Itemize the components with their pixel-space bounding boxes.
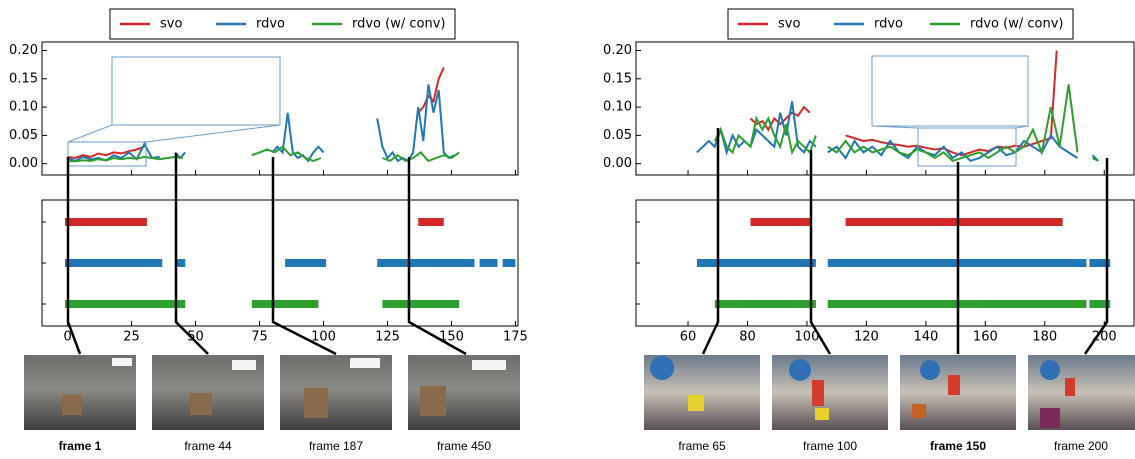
legend-label: svo: [160, 17, 182, 32]
frame-label: frame 100: [803, 439, 857, 453]
photos: [24, 355, 1135, 430]
timeline-bar: [382, 300, 459, 308]
y-tick-label: 0.10: [9, 100, 38, 115]
legend-label: rdvo: [874, 17, 903, 32]
y-tick-label: 0.15: [603, 71, 632, 86]
timeline-bar: [418, 218, 444, 226]
x-tick-label: 120: [854, 330, 879, 345]
figure: frame 1 frame 44 frame 187 frame 450 fra…: [0, 0, 1135, 459]
y-tick-label: 0.10: [603, 100, 632, 115]
timeline-bar: [65, 218, 147, 226]
x-tick-label: 175: [503, 330, 528, 345]
timeline-bar: [65, 300, 185, 308]
timeline-bar: [503, 259, 516, 267]
frame-label: frame 65: [678, 439, 726, 453]
series-line: [68, 84, 454, 160]
x-tick-label: 180: [1032, 330, 1057, 345]
timeline-bar: [846, 218, 1063, 226]
x-tick-label: 75: [251, 330, 268, 345]
x-tick-label: 80: [739, 330, 756, 345]
legend-label: rdvo: [256, 17, 285, 32]
y-tick-label: 0.05: [603, 128, 632, 143]
legend-label: rdvo (w/ conv): [352, 17, 445, 32]
y-tick-label: 0.00: [603, 156, 632, 171]
y-tick-label: 0.20: [603, 43, 632, 58]
timeline-bar: [377, 259, 474, 267]
legend-label: svo: [778, 17, 800, 32]
y-tick-label: 0.05: [9, 128, 38, 143]
timeline-bar: [65, 259, 162, 267]
plot-frame: [636, 42, 1134, 175]
timeline-bar: [252, 300, 319, 308]
frame-label: frame 450: [437, 439, 491, 453]
x-tick-label: 60: [680, 330, 697, 345]
photo: [24, 355, 136, 430]
series-line: [68, 68, 444, 159]
x-tick-label: 140: [913, 330, 938, 345]
y-tick-label: 0.20: [9, 43, 38, 58]
y-tick-label: 0.00: [9, 156, 38, 171]
timeline-bar: [715, 300, 816, 308]
frame-label: frame 150: [930, 439, 986, 453]
frame-label: frame 44: [184, 439, 232, 453]
timeline-bar: [750, 218, 809, 226]
x-tick-label: 125: [375, 330, 400, 345]
frame-label: frame 1: [59, 439, 102, 453]
frame-label: frame 200: [1054, 439, 1108, 453]
timeline-bar: [697, 259, 816, 267]
timeline-bar: [285, 259, 326, 267]
photo: [772, 355, 888, 430]
timeline-bar: [480, 259, 498, 267]
x-tick-label: 160: [973, 330, 998, 345]
legend-label: rdvo (w/ conv): [970, 17, 1063, 32]
x-tick-label: 25: [123, 330, 140, 345]
y-tick-label: 0.15: [9, 71, 38, 86]
connectors: [68, 128, 1107, 354]
frame-label: frame 187: [309, 439, 363, 453]
